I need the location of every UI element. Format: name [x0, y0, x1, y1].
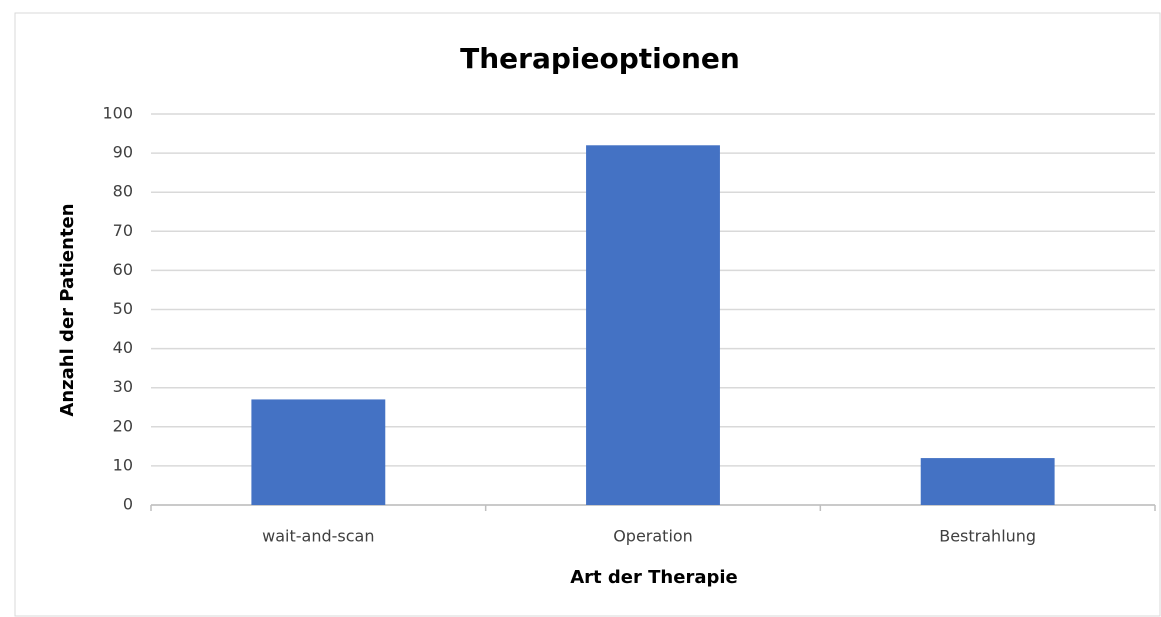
y-tick-label: 100	[102, 104, 133, 123]
bar	[586, 145, 720, 505]
y-axis-label: Anzahl der Patienten	[57, 203, 78, 416]
y-tick-label: 90	[113, 143, 133, 162]
y-tick-label: 0	[123, 495, 133, 514]
bar	[251, 399, 386, 505]
y-tick-label: 60	[113, 260, 133, 279]
x-tick-label: Operation	[613, 527, 693, 546]
y-tick-label: 30	[113, 377, 133, 396]
y-tick-label: 20	[113, 416, 133, 435]
chart-title: Therapieoptionen	[460, 42, 740, 75]
x-axis-label: Art der Therapie	[570, 567, 738, 588]
x-tick-label: Bestrahlung	[939, 527, 1036, 546]
x-tick-label: wait-and-scan	[262, 527, 374, 546]
y-tick-label: 50	[113, 299, 133, 318]
y-tick-label: 10	[113, 455, 133, 474]
y-tick-label: 80	[113, 182, 133, 201]
y-tick-label: 70	[113, 221, 133, 240]
bar	[920, 458, 1055, 505]
y-tick-label: 40	[113, 338, 133, 357]
